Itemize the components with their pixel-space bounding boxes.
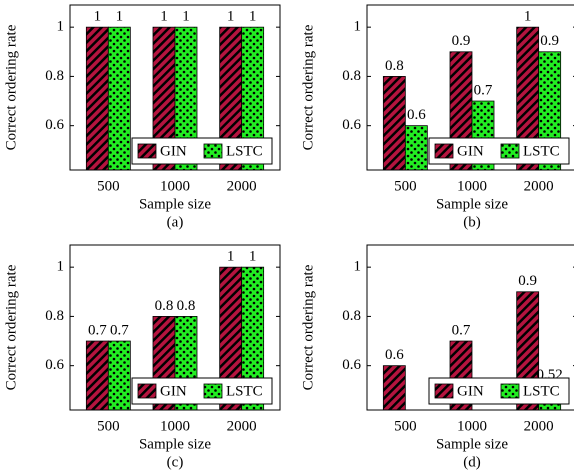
axis-frame (366, 4, 574, 171)
value-label: 0.9 (540, 33, 559, 49)
legend-label: LSTC (226, 143, 263, 159)
bar (404, 125, 428, 171)
y-tick-label: 0.8 (45, 68, 64, 84)
caption: (d) (463, 454, 481, 470)
legend-label: GIN (160, 143, 187, 159)
legend-label: LSTC (226, 383, 263, 399)
axis-frame (69, 244, 281, 411)
value-label: 1 (182, 9, 190, 25)
y-tick-label: 0.6 (45, 357, 64, 373)
value-label: 1 (227, 9, 235, 25)
y-tick-label: 0.6 (342, 117, 361, 133)
axis-frame (69, 4, 281, 171)
caption: (b) (463, 214, 481, 230)
bar (85, 340, 109, 411)
x-axis-label: Sample size (139, 196, 211, 212)
y-tick-label: 0.8 (342, 68, 361, 84)
axis-frame (366, 244, 574, 411)
bar (107, 26, 131, 171)
value-label: 0.9 (518, 273, 537, 289)
legend-swatch (500, 383, 520, 399)
legend-swatch (203, 143, 223, 159)
legend-label: LSTC (523, 143, 560, 159)
x-tick-label: 500 (97, 178, 120, 194)
value-label: 0.7 (110, 322, 129, 338)
legend-label: GIN (160, 383, 187, 399)
value-label: 0.7 (474, 82, 493, 98)
x-tick-label: 2000 (524, 418, 554, 434)
y-tick-label: 1 (354, 19, 362, 35)
value-label: 0.8 (155, 298, 174, 314)
legend-swatch (434, 383, 454, 399)
x-tick-label: 2000 (227, 178, 257, 194)
legend-swatch (203, 383, 223, 399)
value-label: 1 (116, 9, 124, 25)
bar (382, 76, 406, 171)
y-axis-label: Correct ordering rate (300, 264, 316, 390)
y-tick-label: 1 (57, 259, 65, 275)
bar (107, 340, 131, 411)
x-tick-label: 1000 (160, 178, 190, 194)
x-tick-label: 1000 (160, 418, 190, 434)
value-label: 0.7 (88, 322, 107, 338)
x-tick-label: 500 (394, 418, 417, 434)
value-label: 0.6 (385, 347, 404, 363)
legend-label: LSTC (523, 383, 560, 399)
value-label: 0.8 (177, 298, 196, 314)
y-tick-label: 0.8 (45, 308, 64, 324)
value-label: 0.7 (452, 322, 471, 338)
value-label: 0.8 (385, 58, 404, 74)
x-axis-label: Sample size (139, 436, 211, 452)
y-tick-label: 1 (354, 259, 362, 275)
bar (85, 26, 109, 171)
legend-swatch (434, 143, 454, 159)
value-label: 1 (249, 249, 257, 265)
value-label: 0.9 (452, 33, 471, 49)
y-axis-label: Correct ordering rate (3, 264, 19, 390)
bar (382, 365, 406, 411)
legend-label: GIN (457, 383, 484, 399)
x-tick-label: 500 (394, 178, 417, 194)
y-tick-label: 1 (57, 19, 65, 35)
x-tick-label: 2000 (524, 178, 554, 194)
legend-swatch (137, 143, 157, 159)
x-axis-label: Sample size (436, 196, 508, 212)
x-tick-label: 1000 (457, 418, 487, 434)
value-label: 1 (524, 9, 532, 25)
x-tick-label: 1000 (457, 178, 487, 194)
caption: (a) (167, 214, 184, 230)
legend-swatch (137, 383, 157, 399)
caption: (c) (167, 454, 184, 470)
y-tick-label: 0.6 (45, 117, 64, 133)
legend-swatch (500, 143, 520, 159)
y-tick-label: 0.6 (342, 357, 361, 373)
x-tick-label: 2000 (227, 418, 257, 434)
y-tick-label: 0.8 (342, 308, 361, 324)
x-axis-label: Sample size (436, 436, 508, 452)
y-axis-label: Correct ordering rate (300, 24, 316, 150)
legend-label: GIN (457, 143, 484, 159)
value-label: 1 (249, 9, 257, 25)
value-label: 1 (94, 9, 102, 25)
y-axis-label: Correct ordering rate (3, 24, 19, 150)
x-tick-label: 500 (97, 418, 120, 434)
value-label: 1 (160, 9, 168, 25)
value-label: 0.6 (407, 107, 426, 123)
value-label: 1 (227, 249, 235, 265)
